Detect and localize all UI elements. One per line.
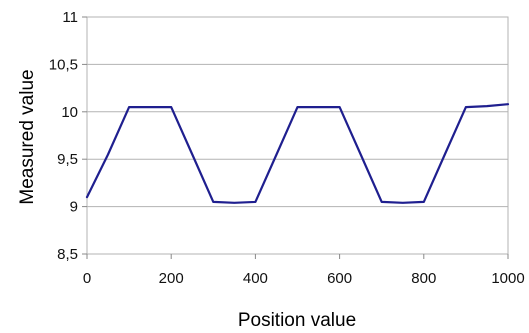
x-tick-label: 0 bbox=[83, 270, 91, 287]
y-tick-label: 8,5 bbox=[57, 246, 78, 263]
x-tick-label: 200 bbox=[159, 270, 184, 287]
y-tick-label: 9 bbox=[70, 199, 78, 216]
x-tick-label: 1000 bbox=[491, 270, 524, 287]
y-tick-label: 11 bbox=[62, 9, 78, 26]
plot-area bbox=[86, 16, 509, 255]
y-axis-ticks bbox=[82, 16, 87, 255]
x-tick-label: 400 bbox=[243, 270, 268, 287]
y-tick-label: 10,5 bbox=[49, 56, 78, 73]
x-tick-label: 600 bbox=[327, 270, 352, 287]
y-tick-label: 9,5 bbox=[57, 151, 78, 168]
x-tick-label: 800 bbox=[411, 270, 436, 287]
y-axis-title: Measured value bbox=[17, 69, 38, 204]
series-line-0 bbox=[85, 103, 510, 204]
x-axis-ticks bbox=[86, 254, 509, 259]
tick-labels: 8,5 9 9,5 10 10,5 11 0 200 400 600 800 1000 bbox=[49, 9, 525, 287]
series-layer bbox=[85, 103, 510, 204]
x-axis-title: Position value bbox=[238, 310, 356, 331]
y-tick-label: 10 bbox=[61, 104, 78, 121]
grid-lines bbox=[87, 63, 508, 208]
